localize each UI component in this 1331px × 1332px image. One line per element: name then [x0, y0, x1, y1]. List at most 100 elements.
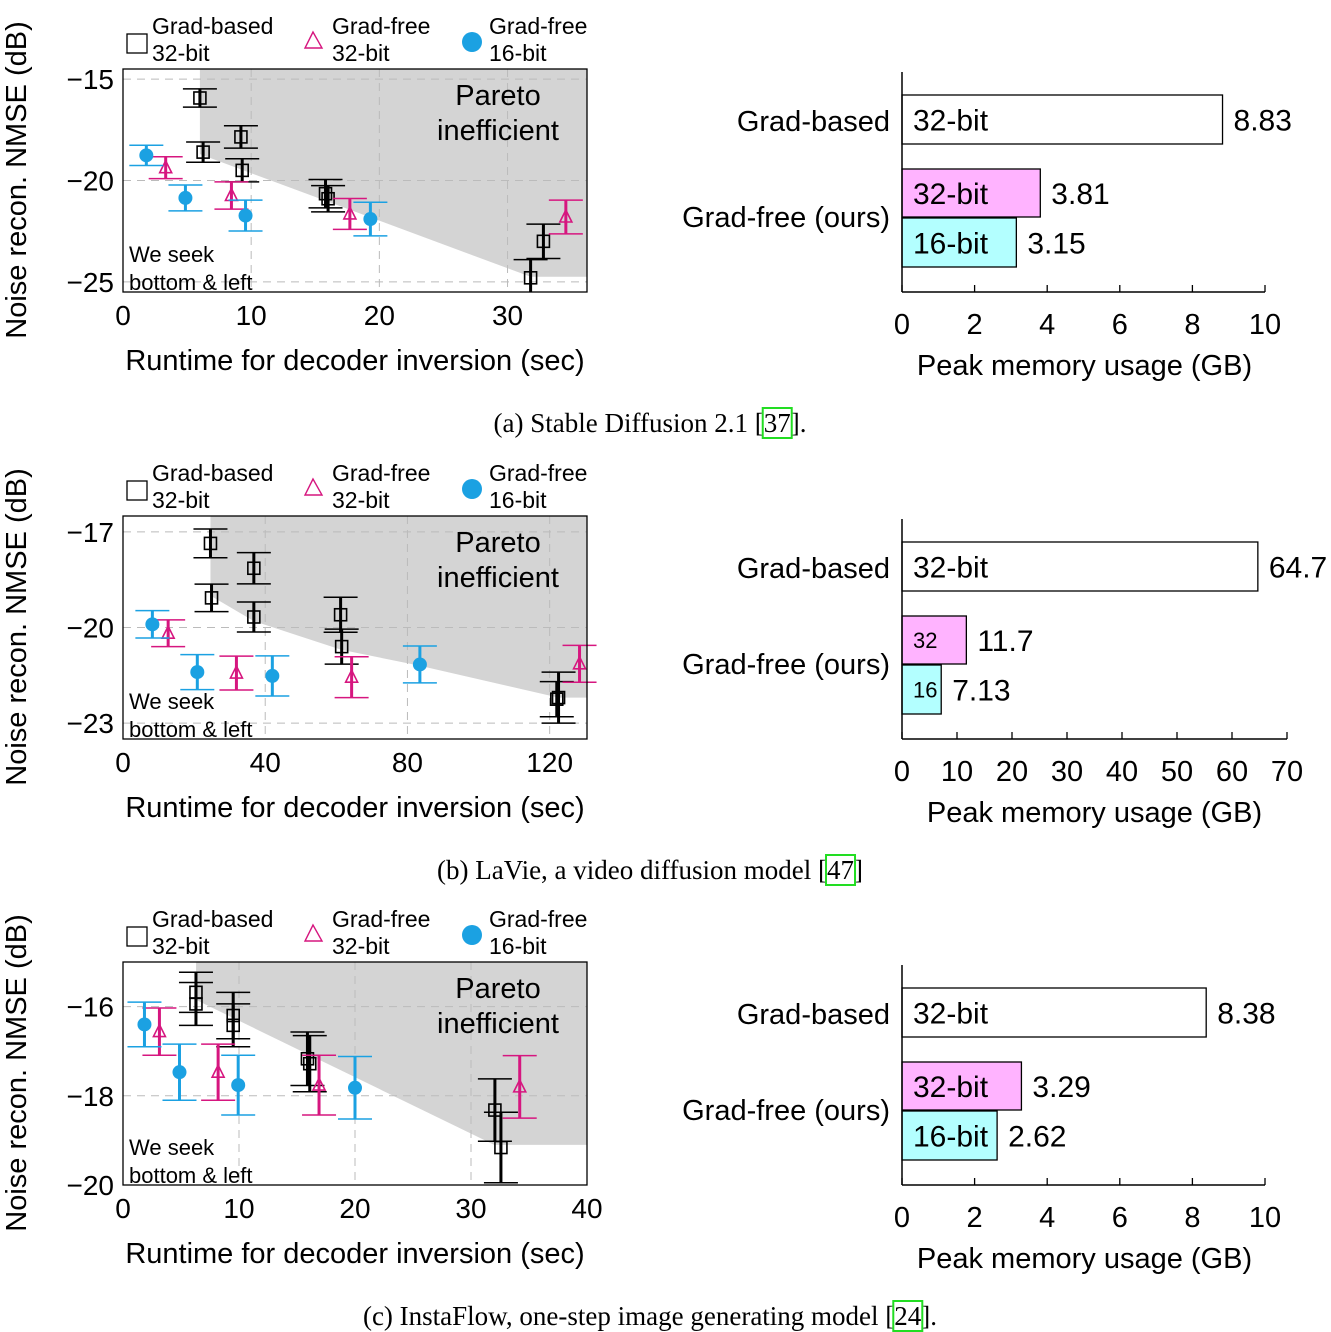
legend-label: Grad-based	[152, 906, 273, 932]
pareto-label: Pareto	[455, 527, 540, 559]
triangle-marker	[344, 668, 359, 683]
bar-row: 32-bit 3.29	[901, 1061, 1091, 1111]
square-marker	[247, 561, 261, 576]
citation-box	[892, 1300, 924, 1332]
data-point	[193, 528, 228, 559]
data-point	[214, 181, 249, 210]
bar	[901, 1061, 1023, 1111]
circle-icon	[462, 32, 482, 52]
square-marker	[536, 234, 551, 249]
group-label: Grad-free (ours)	[682, 202, 890, 234]
x-tick-label: 0	[115, 747, 131, 778]
pareto-label: inefficient	[437, 562, 559, 594]
data-point	[178, 981, 213, 1027]
circle-marker	[265, 668, 280, 683]
bar-row: 16-bit 3.15	[901, 217, 1086, 268]
square-marker	[196, 145, 210, 159]
data-point	[502, 1054, 537, 1119]
data-point	[162, 1043, 197, 1102]
triangle-marker	[512, 1078, 528, 1093]
data-point	[323, 596, 358, 634]
data-point	[562, 644, 597, 684]
group-label: Grad-free (ours)	[682, 1095, 890, 1127]
square-marker	[234, 130, 248, 144]
legend-label: Grad-free	[489, 906, 587, 932]
y-tick-label: −17	[67, 517, 115, 548]
x-tick-label: 30	[492, 300, 523, 331]
scatter-chart-b: Grad-based32-bitGrad-free32-bitGrad-free…	[1, 460, 597, 824]
pareto-label: inefficient	[437, 115, 559, 147]
x-axis-label: Runtime for decoder inversion (sec)	[125, 1238, 584, 1270]
bar-row: 32-bit 64.7	[901, 541, 1327, 592]
circle-icon	[462, 479, 482, 499]
citation-link[interactable]: 47	[827, 855, 854, 885]
bar-row: 32-bit 3.81	[901, 168, 1110, 218]
legend-label: Grad-free	[332, 906, 430, 932]
x-tick-label: 70	[1271, 756, 1303, 788]
circle-marker	[178, 190, 193, 205]
triangle-marker	[342, 205, 358, 220]
x-tick-label: 0	[115, 300, 131, 331]
data-point	[223, 125, 258, 149]
citation-box	[761, 407, 793, 439]
bar-value-label: 3.81	[1051, 178, 1109, 211]
data-point	[194, 583, 229, 613]
x-tick-label: 2	[967, 1202, 983, 1234]
x-tick-label: 10	[1249, 309, 1281, 341]
square-marker	[523, 271, 538, 285]
citation-box	[825, 854, 857, 886]
x-tick-label: 20	[364, 300, 395, 331]
triangle-icon	[303, 477, 324, 496]
data-point	[228, 199, 263, 232]
group-label: Grad-based	[737, 999, 890, 1031]
x-axis-label: Runtime for decoder inversion (sec)	[125, 792, 584, 824]
hint-label: We seek	[129, 1135, 215, 1160]
plot-frame	[122, 515, 588, 740]
bar-value-label: 3.15	[1027, 228, 1085, 261]
pareto-label: inefficient	[437, 1008, 559, 1040]
x-tick-label: 10	[223, 1193, 254, 1224]
triangle-marker	[210, 1063, 226, 1078]
legend-label: Grad-free	[489, 460, 587, 486]
square-icon	[126, 926, 148, 947]
bar-value-label: 64.7	[1269, 552, 1327, 585]
hint-label: bottom & left	[129, 717, 253, 742]
bar-value-label: 2.62	[1008, 1121, 1066, 1154]
citation-link[interactable]: 24	[894, 1301, 922, 1331]
x-tick-label: 10	[236, 300, 267, 331]
caption-text: ].	[791, 408, 807, 438]
triangle-marker	[558, 208, 574, 223]
x-tick-label: 20	[339, 1193, 370, 1224]
caption-text: (a) Stable Diffusion 2.1 [	[494, 408, 764, 438]
square-marker	[302, 1056, 317, 1071]
bar-row: 32 11.7	[901, 615, 1034, 665]
bar-row: 32-bit 8.83	[901, 94, 1292, 145]
x-tick-label: 120	[526, 747, 573, 778]
circle-marker	[412, 657, 427, 672]
circle-marker	[238, 208, 253, 223]
x-tick-label: 0	[115, 1193, 131, 1224]
x-tick-label: 8	[1184, 309, 1200, 341]
square-marker	[494, 1140, 508, 1155]
hint-label: bottom & left	[129, 1163, 253, 1188]
data-point	[127, 1001, 162, 1048]
data-point	[483, 1111, 518, 1184]
triangle-marker	[572, 655, 587, 670]
legend-label: Grad-free	[332, 460, 430, 486]
data-point	[221, 1054, 256, 1116]
triangle-marker	[152, 1022, 167, 1038]
bar	[901, 664, 942, 715]
circle-marker	[137, 1017, 152, 1032]
bar-row: 32-bit 8.38	[901, 987, 1276, 1038]
bar-inner-label: 32-bit	[913, 105, 989, 138]
x-tick-label: 40	[571, 1193, 602, 1224]
legend-label: 32-bit	[152, 40, 210, 66]
hint-label: We seek	[129, 242, 215, 267]
legend-label: 32-bit	[152, 487, 210, 513]
bar-value-label: 7.13	[952, 675, 1010, 708]
citation-link[interactable]: 37	[764, 408, 791, 438]
bar-inner-label: 32-bit	[913, 1071, 989, 1104]
